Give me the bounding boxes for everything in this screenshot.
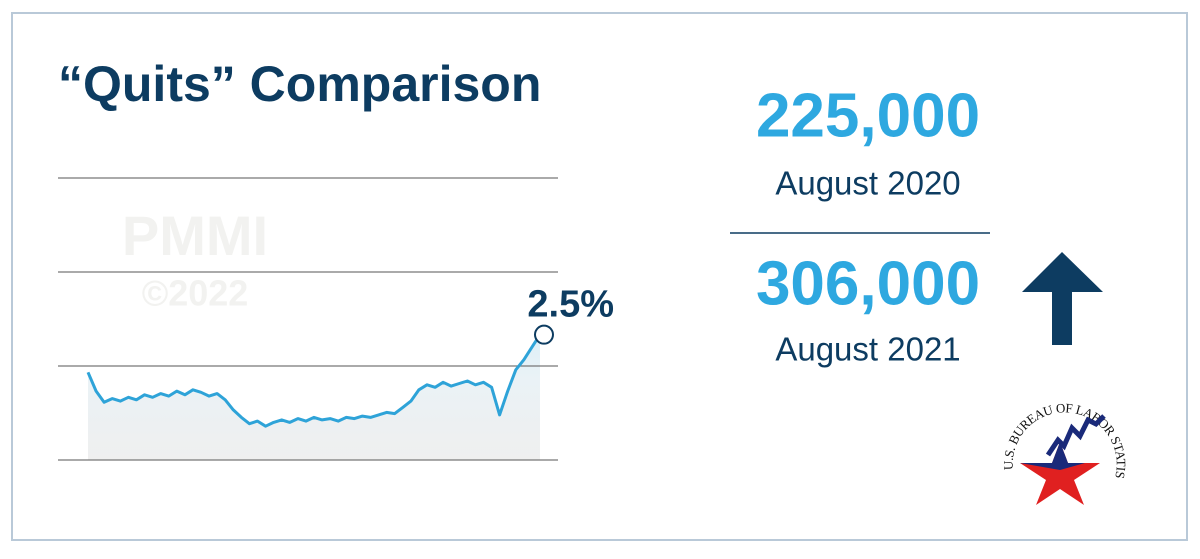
title: “Quits” Comparison (58, 56, 541, 112)
area (88, 334, 540, 460)
watermark-copyright: ©2022 (142, 273, 249, 314)
logo-star-top (1020, 442, 1085, 470)
stat-period: August 2021 (775, 331, 960, 368)
line (86, 333, 542, 428)
up-arrow (1022, 252, 1103, 345)
watermark-brand: PMMI (122, 204, 268, 267)
annotation: 2.5% (527, 284, 614, 326)
stat-period: August 2020 (775, 165, 960, 202)
chart: 2.5% (58, 177, 614, 461)
end-point (534, 324, 554, 345)
stat-value: 306,000 (756, 249, 980, 318)
stat-value: 225,000 (756, 81, 980, 150)
logo-star (1020, 442, 1100, 505)
logo-line (1045, 414, 1106, 457)
